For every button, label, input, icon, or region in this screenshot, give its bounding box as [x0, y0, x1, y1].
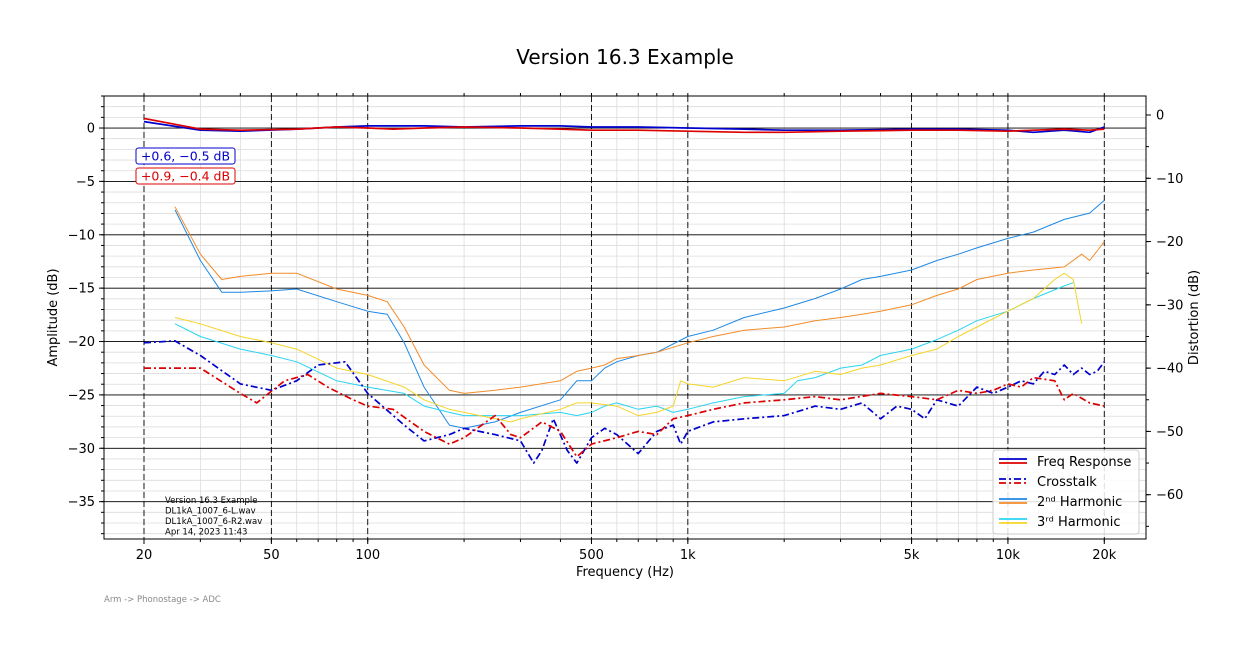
- y-tick-label: −5: [76, 175, 95, 190]
- harmonic2-right-line: [174, 206, 1105, 394]
- annotation-box: +0.9, −0.4 dB: [135, 167, 236, 185]
- x-tick-label: 20k: [1092, 548, 1117, 563]
- annotation-text: +0.6, −0.5 dB: [141, 149, 230, 164]
- y2-tick-label: −30: [1156, 298, 1183, 313]
- plot-frame: [103, 95, 1147, 540]
- x-tick-label: 500: [579, 548, 604, 563]
- ticks: 20 50 100 500 1k 5k 10k 20k 0 −5 −10 −15 −20 −25 −30 −3…: [68, 93, 1183, 563]
- note-line: DL1kA_1007_6-L.wav: [165, 507, 256, 517]
- y2-tick-label: −60: [1156, 488, 1183, 503]
- y-tick-label: −30: [68, 442, 95, 457]
- annotations: +0.6, −0.5 dB +0.9, −0.4 dB: [135, 147, 236, 185]
- harmonic3-left-line: [174, 282, 1074, 417]
- legend-entry: Crosstalk: [999, 475, 1097, 490]
- y-tick-label: −25: [68, 388, 95, 403]
- y-tick-label: −10: [68, 228, 95, 243]
- y2-tick-label: −10: [1156, 172, 1183, 187]
- legend-label: Crosstalk: [1037, 475, 1097, 490]
- harmonic2-left-line: [174, 200, 1105, 429]
- y-tick-label: −35: [68, 495, 95, 510]
- crosstalk-right-line: [144, 367, 1105, 458]
- x-tick-label: 10k: [996, 548, 1021, 563]
- y-axis-label: Amplitude (dB): [46, 268, 61, 366]
- y2-tick-label: −40: [1156, 362, 1183, 377]
- legend-label: Freq Response: [1037, 455, 1131, 470]
- x-tick-label: 100: [355, 548, 380, 563]
- chart-title: Version 16.3 Example: [516, 45, 734, 69]
- legend-entry: 2ⁿᵈ Harmonic: [999, 495, 1122, 510]
- x-axis-label: Frequency (Hz): [576, 565, 674, 580]
- y-tick-label: 0: [87, 122, 95, 137]
- x-tick-label: 20: [136, 548, 153, 563]
- grid: [104, 95, 1146, 539]
- x-tick-label: 5k: [904, 548, 920, 563]
- annotation-text: +0.9, −0.4 dB: [141, 169, 230, 184]
- legend-label: 3ʳᵈ Harmonic: [1037, 515, 1121, 530]
- file-note: Version 16.3 ExampleDL1kA_1007_6-L.wavDL…: [165, 496, 262, 538]
- note-line: DL1kA_1007_6-R2.wav: [165, 517, 262, 527]
- y-tick-label: −15: [68, 282, 95, 297]
- note-line: Apr 14, 2023 11:43: [165, 528, 247, 538]
- y2-tick-label: 0: [1156, 108, 1164, 123]
- y2-tick-label: −20: [1156, 235, 1183, 250]
- legend-entry: Freq Response: [999, 455, 1131, 470]
- freq-response-right-line: [143, 117, 1105, 134]
- legend-label: 2ⁿᵈ Harmonic: [1037, 495, 1122, 510]
- legend: Freq Response Crosstalk 2ⁿᵈ Harmonic 3ʳᵈ Ha…: [992, 449, 1140, 535]
- y2-axis-label: Distortion (dB): [1187, 270, 1202, 365]
- x-tick-label: 1k: [680, 548, 696, 563]
- y-tick-label: −20: [68, 335, 95, 350]
- y2-tick-label: −50: [1156, 425, 1183, 440]
- harmonic3-right-line: [174, 272, 1083, 423]
- annotation-box: +0.6, −0.5 dB: [135, 147, 236, 165]
- series-group: [143, 117, 1105, 464]
- legend-frame: [992, 449, 1140, 535]
- footer-caption: Arm -> Phonostage -> ADC: [104, 595, 221, 605]
- legend-entry: 3ʳᵈ Harmonic: [999, 515, 1121, 530]
- x-tick-label: 50: [263, 548, 280, 563]
- note-line: Version 16.3 Example: [165, 496, 257, 506]
